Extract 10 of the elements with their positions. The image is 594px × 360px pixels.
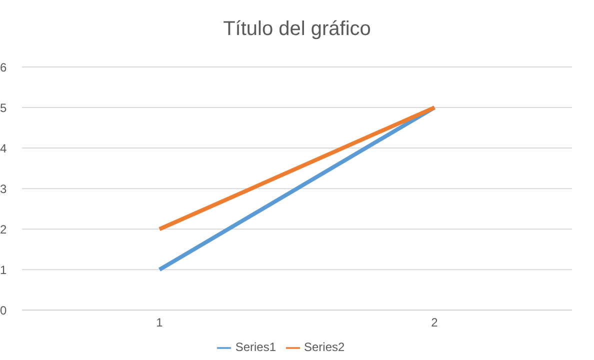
legend-label: Series2 [304, 340, 345, 354]
chart-title: Título del gráfico [222, 18, 372, 41]
y-tick-label: 2 [0, 222, 7, 236]
legend-label: Series1 [235, 340, 276, 354]
y-tick-label: 3 [0, 182, 7, 196]
y-tick-label: 5 [0, 100, 7, 115]
y-tick-label: 4 [0, 141, 7, 156]
y-tick-label: 0 [0, 303, 7, 318]
y-tick-label: 1 [0, 262, 7, 277]
y-tick-label: 6 [0, 60, 7, 74]
